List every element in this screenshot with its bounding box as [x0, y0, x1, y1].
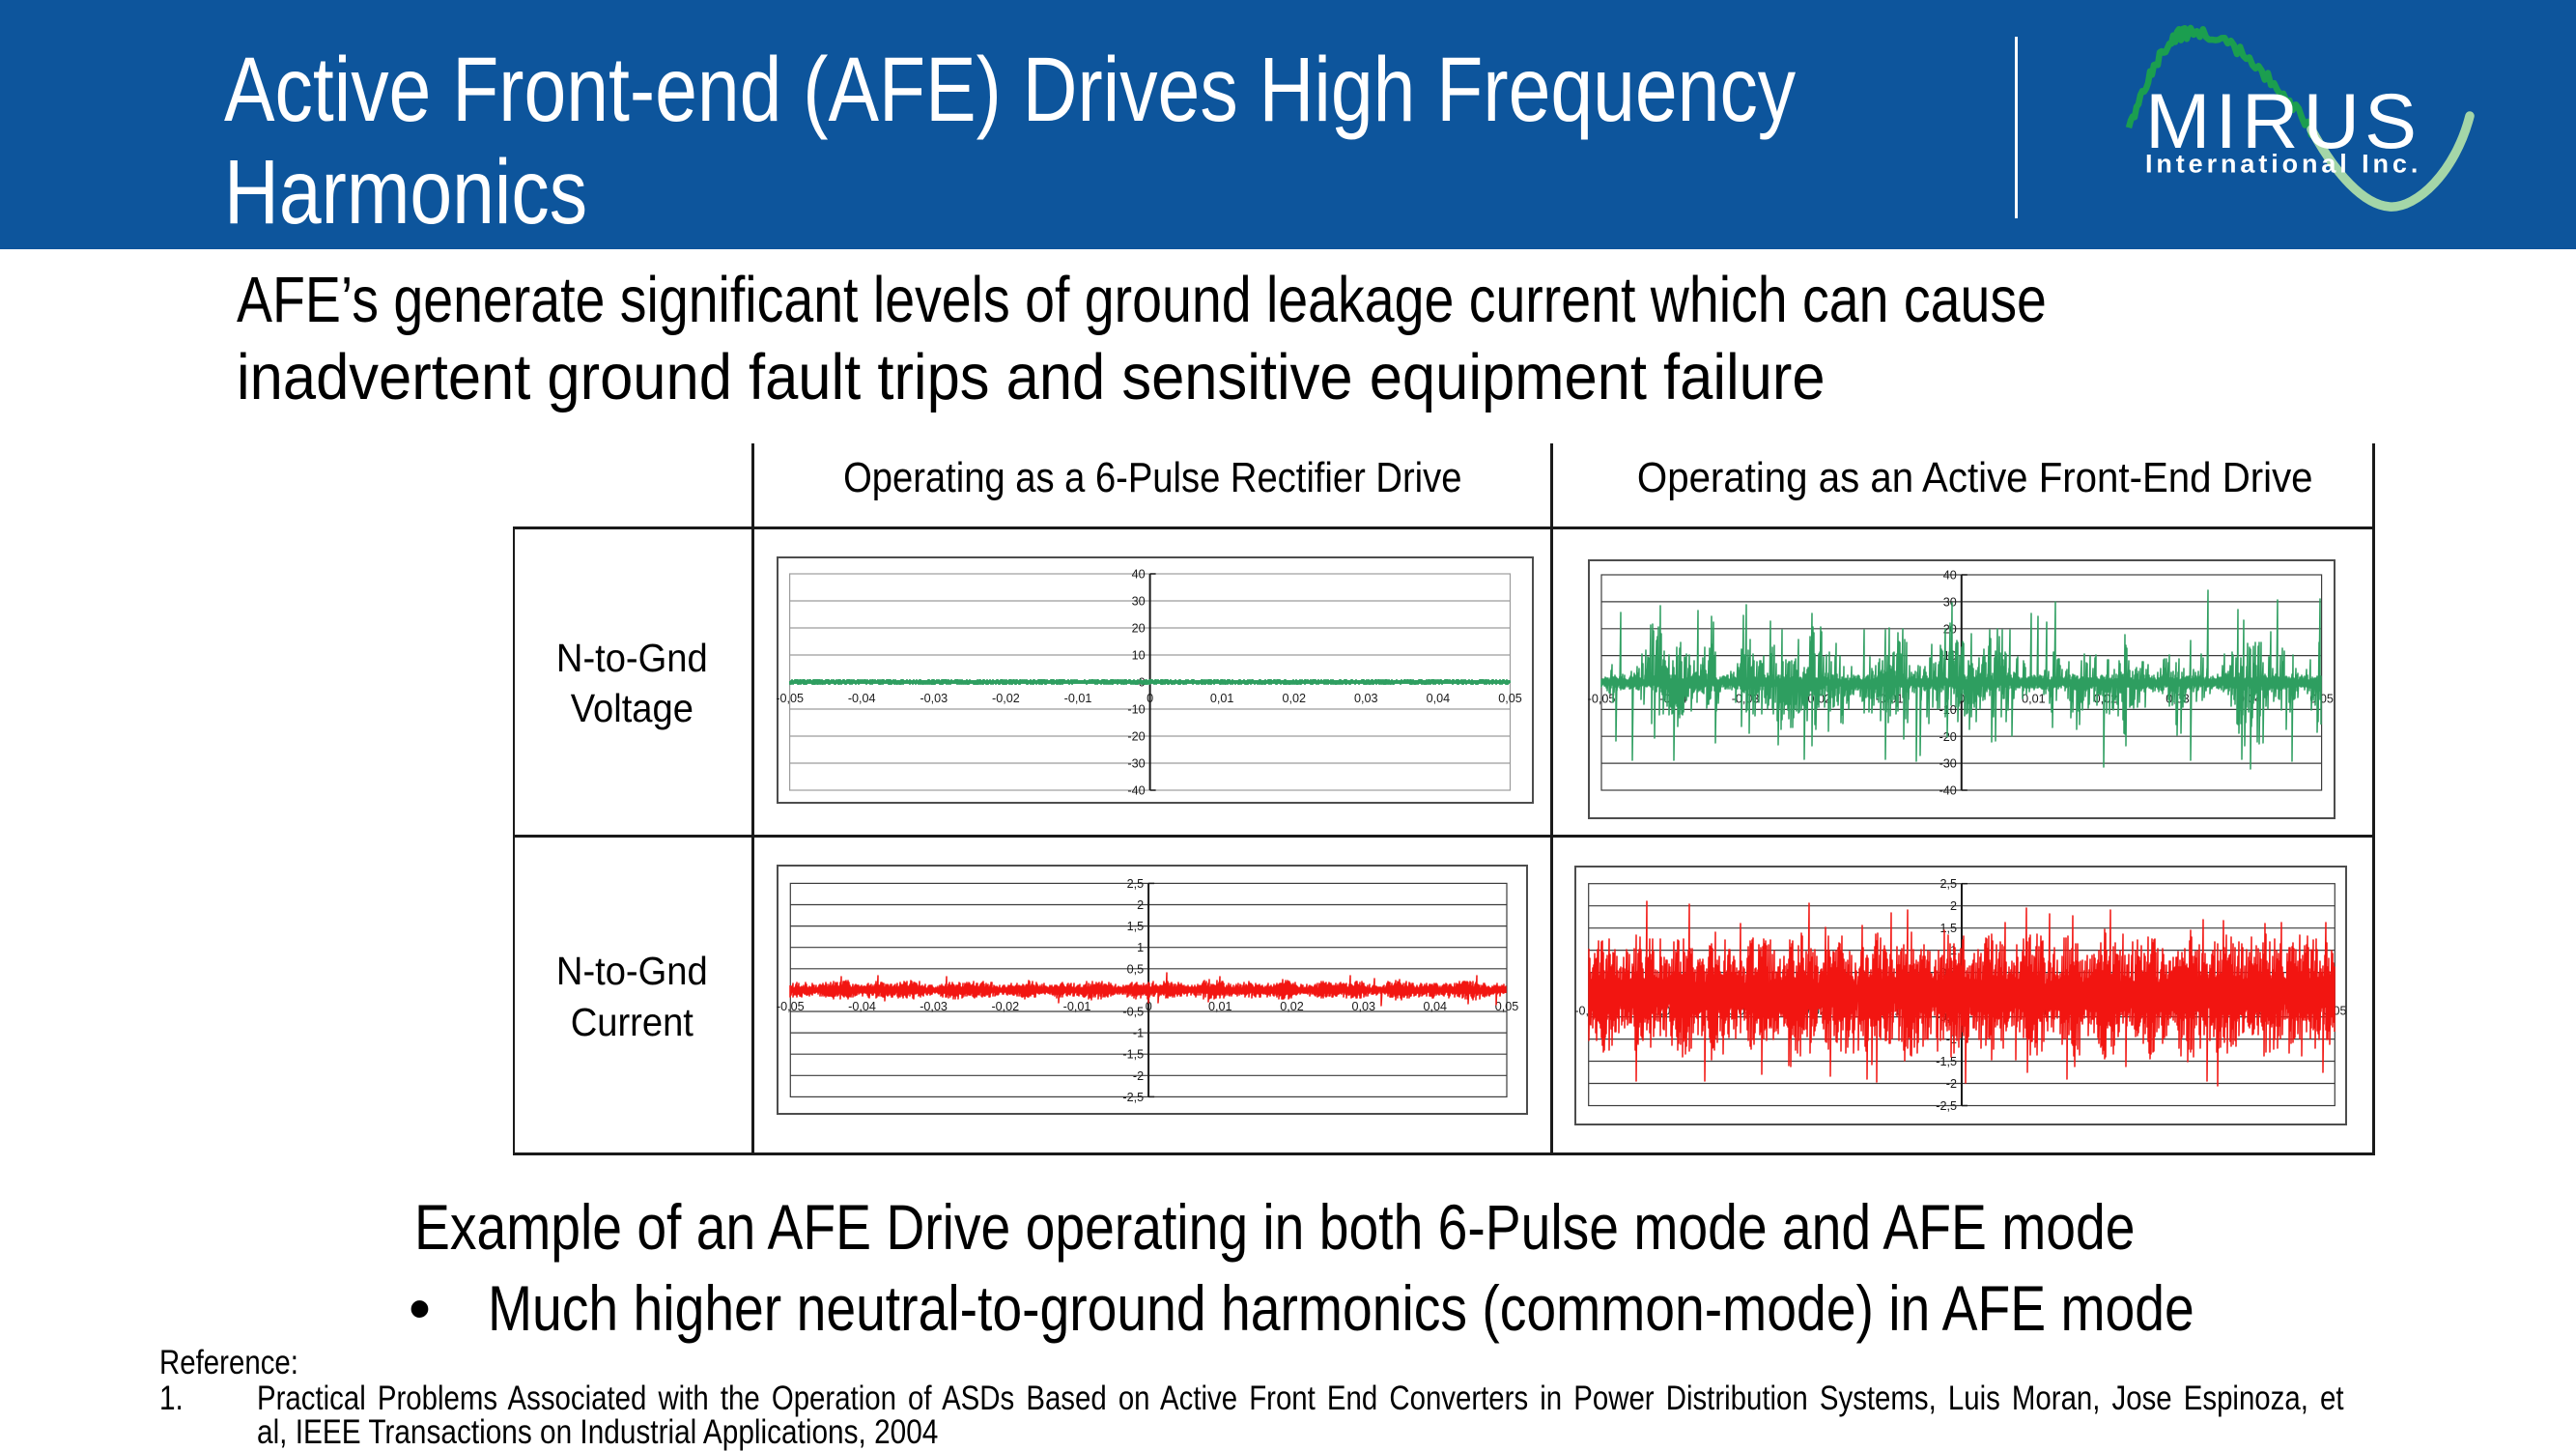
- svg-text:0: 0: [1146, 692, 1153, 705]
- svg-text:0,01: 0,01: [2022, 693, 2046, 706]
- svg-text:0,05: 0,05: [1498, 692, 1522, 705]
- svg-text:-0,01: -0,01: [1063, 1000, 1091, 1013]
- svg-text:2,5: 2,5: [1939, 877, 1957, 891]
- svg-text:2: 2: [1950, 899, 1957, 913]
- svg-text:-2: -2: [1133, 1069, 1144, 1083]
- svg-text:0,05: 0,05: [1495, 1000, 1519, 1013]
- svg-text:-0,05: -0,05: [777, 692, 804, 705]
- svg-text:-0,05: -0,05: [777, 1000, 805, 1013]
- svg-text:-10: -10: [1127, 703, 1145, 717]
- svg-text:-40: -40: [1939, 784, 1957, 798]
- svg-text:0,04: 0,04: [1424, 1000, 1448, 1013]
- svg-text:0,5: 0,5: [1127, 962, 1145, 976]
- svg-text:30: 30: [1943, 595, 1957, 609]
- svg-text:10: 10: [1132, 649, 1146, 663]
- svg-text:International Inc.: International Inc.: [2145, 150, 2421, 179]
- svg-text:1: 1: [1137, 941, 1144, 954]
- svg-text:40: 40: [1943, 569, 1957, 583]
- svg-text:-0,01: -0,01: [1064, 692, 1092, 705]
- svg-text:0,02: 0,02: [1280, 1000, 1304, 1013]
- svg-text:-1,5: -1,5: [1122, 1048, 1144, 1062]
- svg-text:-0,03: -0,03: [920, 692, 948, 705]
- svg-text:0,03: 0,03: [1351, 1000, 1375, 1013]
- svg-text:-0,5: -0,5: [1122, 1006, 1144, 1019]
- svg-text:0,03: 0,03: [1354, 692, 1378, 705]
- svg-text:0,01: 0,01: [1208, 1000, 1232, 1013]
- svg-text:0,01: 0,01: [1210, 692, 1234, 705]
- svg-text:-0,04: -0,04: [848, 1000, 876, 1013]
- svg-text:2,5: 2,5: [1127, 877, 1145, 891]
- svg-text:-0,02: -0,02: [992, 692, 1020, 705]
- svg-text:40: 40: [1132, 568, 1146, 582]
- svg-text:-40: -40: [1127, 784, 1145, 798]
- svg-text:2: 2: [1137, 898, 1144, 912]
- svg-text:-1: -1: [1133, 1027, 1144, 1040]
- svg-text:0,04: 0,04: [1427, 692, 1451, 705]
- svg-text:20: 20: [1132, 622, 1146, 636]
- svg-text:0,02: 0,02: [2094, 693, 2118, 706]
- svg-text:1,5: 1,5: [1939, 922, 1957, 935]
- svg-text:-30: -30: [1939, 757, 1957, 771]
- svg-text:-20: -20: [1127, 730, 1145, 744]
- svg-text:-30: -30: [1127, 757, 1145, 771]
- svg-text:0: 0: [1146, 1000, 1152, 1013]
- svg-text:MIRUS: MIRUS: [2145, 78, 2421, 165]
- svg-text:-0,04: -0,04: [848, 692, 876, 705]
- svg-text:-0,02: -0,02: [991, 1000, 1019, 1013]
- svg-text:-2: -2: [1946, 1077, 1957, 1091]
- svg-text:-0,05: -0,05: [1588, 693, 1615, 706]
- svg-text:-0,03: -0,03: [920, 1000, 948, 1013]
- svg-text:30: 30: [1132, 595, 1146, 609]
- svg-text:-2,5: -2,5: [1122, 1091, 1144, 1104]
- svg-text:-1,5: -1,5: [1936, 1055, 1957, 1068]
- svg-text:-2,5: -2,5: [1936, 1099, 1957, 1113]
- svg-text:0,02: 0,02: [1282, 692, 1306, 705]
- svg-text:1,5: 1,5: [1127, 920, 1145, 933]
